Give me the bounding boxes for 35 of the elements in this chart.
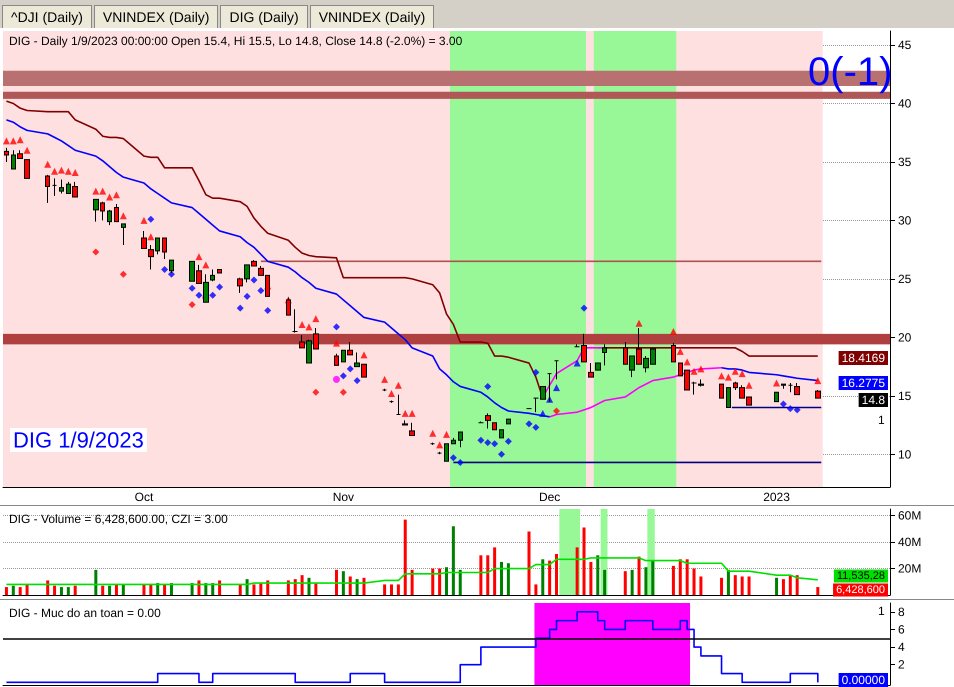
y-tick-label: 2 bbox=[898, 658, 905, 672]
y-tick-label: 20 bbox=[898, 330, 912, 344]
annotation: 11,535,28 bbox=[836, 570, 885, 582]
text: VNINDEX (Daily) bbox=[310, 5, 434, 28]
annotation: 1 bbox=[878, 604, 885, 618]
y-tick-label: 40 bbox=[898, 96, 912, 110]
x-tick-label: 2023 bbox=[763, 490, 790, 504]
x-tick-label: Dec bbox=[538, 490, 560, 504]
y-tick-label: 6 bbox=[898, 622, 905, 636]
y-tick-label: 8 bbox=[898, 604, 905, 619]
chart-title: DIG - Muc do an toan = 0.00 bbox=[9, 606, 162, 620]
y-tick-label: 15 bbox=[898, 388, 912, 403]
y-tick-label: 20M bbox=[898, 562, 922, 576]
annotation: 14.8 bbox=[862, 393, 886, 407]
chart-title: DIG - Volume = 6,428,600.00, CZI = 3.00 bbox=[9, 512, 228, 526]
y-tick-label: 40M bbox=[898, 535, 922, 550]
annotation: 6,428,600 bbox=[836, 584, 885, 596]
text: DIG (Daily) bbox=[220, 5, 308, 28]
y-tick-label: 4 bbox=[898, 640, 905, 654]
annotation: 16.2775 bbox=[842, 376, 886, 390]
y-tick-label: 25 bbox=[898, 272, 912, 286]
y-tick-label: 10 bbox=[898, 447, 912, 462]
text: VNINDEX (Daily) bbox=[94, 5, 218, 28]
y-tick-label: 60M bbox=[898, 508, 922, 523]
x-tick-label: Oct bbox=[134, 490, 154, 504]
y-tick-label: 35 bbox=[898, 154, 912, 169]
x-tick-label: Nov bbox=[332, 490, 354, 504]
annotation: 1 bbox=[878, 413, 885, 427]
y-tick-label: 45 bbox=[898, 38, 912, 52]
annotation: DIG 1/9/2023 bbox=[13, 428, 144, 452]
annotation: 0.00000 bbox=[842, 673, 886, 687]
annotation: 18.4169 bbox=[842, 351, 886, 365]
chart-title: DIG - Daily 1/9/2023 00:00:00 Open 15.4, Hi 15.5, Lo 14.8, Close 14.8 (-2.0%) = 3.00 bbox=[9, 34, 463, 48]
text: ^DJI (Daily) bbox=[2, 5, 92, 28]
y-tick-label: 30 bbox=[898, 213, 912, 228]
